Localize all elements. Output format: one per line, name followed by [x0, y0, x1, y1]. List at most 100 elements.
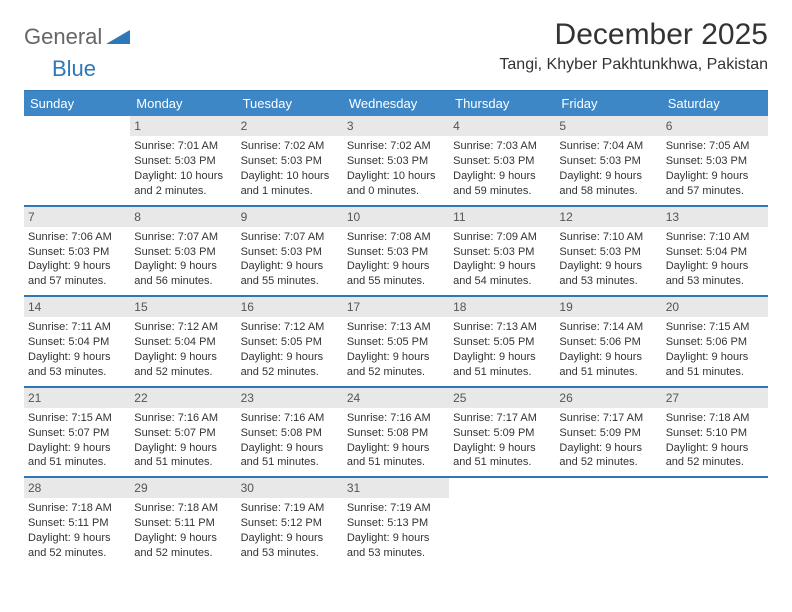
daylight-line: Daylight: 9 hours — [134, 350, 232, 365]
sunset-line: Sunset: 5:05 PM — [241, 335, 339, 350]
daylight-line: Daylight: 9 hours — [666, 259, 764, 274]
sunrise-line: Sunrise: 7:15 AM — [666, 320, 764, 335]
daylight-line: and 58 minutes. — [559, 184, 657, 199]
calendar-row: 1Sunrise: 7:01 AMSunset: 5:03 PMDaylight… — [24, 116, 768, 206]
calendar-cell: 30Sunrise: 7:19 AMSunset: 5:12 PMDayligh… — [237, 477, 343, 567]
day-number: 4 — [449, 116, 555, 136]
col-monday: Monday — [130, 91, 236, 116]
daylight-line: Daylight: 9 hours — [666, 441, 764, 456]
daylight-line: Daylight: 9 hours — [241, 531, 339, 546]
day-number: 15 — [130, 297, 236, 317]
calendar-row: 28Sunrise: 7:18 AMSunset: 5:11 PMDayligh… — [24, 477, 768, 567]
col-wednesday: Wednesday — [343, 91, 449, 116]
sunrise-line: Sunrise: 7:05 AM — [666, 139, 764, 154]
calendar-cell: 11Sunrise: 7:09 AMSunset: 5:03 PMDayligh… — [449, 206, 555, 297]
calendar-cell: 12 Sunrise: 7:10 AMSunset: 5:03 PMDayligh… — [555, 206, 661, 297]
sunrise-line: Sunrise: 7:18 AM — [134, 501, 232, 516]
daylight-line: and 52 minutes. — [347, 365, 445, 380]
calendar-cell: 13Sunrise: 7:10 AMSunset: 5:04 PMDayligh… — [662, 206, 768, 297]
col-friday: Friday — [555, 91, 661, 116]
sunrise-line: Sunrise: 7:18 AM — [28, 501, 126, 516]
daylight-line: Daylight: 9 hours — [241, 259, 339, 274]
daylight-line: and 51 minutes. — [134, 455, 232, 470]
sunset-line: Sunset: 5:03 PM — [453, 245, 551, 260]
calendar-cell: 10Sunrise: 7:08 AMSunset: 5:03 PMDayligh… — [343, 206, 449, 297]
daylight-line: and 52 minutes. — [559, 455, 657, 470]
day-number: 27 — [662, 388, 768, 408]
day-number: 23 — [237, 388, 343, 408]
day-number: 8 — [130, 207, 236, 227]
daylight-line: and 51 minutes. — [28, 455, 126, 470]
logo-text-blue: Blue — [52, 56, 96, 81]
sunrise-line: Sunrise: 7:10 AM — [559, 230, 657, 245]
daylight-line: and 53 minutes. — [559, 274, 657, 289]
calendar-cell: 17Sunrise: 7:13 AMSunset: 5:05 PMDayligh… — [343, 296, 449, 387]
calendar-cell: 9Sunrise: 7:07 AMSunset: 5:03 PMDaylight… — [237, 206, 343, 297]
col-tuesday: Tuesday — [237, 91, 343, 116]
day-number: 30 — [237, 478, 343, 498]
daylight-line: and 52 minutes. — [134, 365, 232, 380]
sunset-line: Sunset: 5:11 PM — [28, 516, 126, 531]
sunset-line: Sunset: 5:09 PM — [453, 426, 551, 441]
day-number: 29 — [130, 478, 236, 498]
day-number: 21 — [24, 388, 130, 408]
sunrise-line: Sunrise: 7:01 AM — [134, 139, 232, 154]
day-number: 16 — [237, 297, 343, 317]
day-number: 9 — [237, 207, 343, 227]
day-number: 6 — [662, 116, 768, 136]
calendar-cell: 25Sunrise: 7:17 AMSunset: 5:09 PMDayligh… — [449, 387, 555, 478]
sunset-line: Sunset: 5:03 PM — [559, 245, 657, 260]
daylight-line: Daylight: 9 hours — [28, 350, 126, 365]
sunset-line: Sunset: 5:03 PM — [134, 154, 232, 169]
col-thursday: Thursday — [449, 91, 555, 116]
daylight-line: and 52 minutes. — [134, 546, 232, 561]
sunset-line: Sunset: 5:10 PM — [666, 426, 764, 441]
calendar-cell: 20Sunrise: 7:15 AMSunset: 5:06 PMDayligh… — [662, 296, 768, 387]
calendar-cell: 14Sunrise: 7:11 AMSunset: 5:04 PMDayligh… — [24, 296, 130, 387]
day-number: 10 — [343, 207, 449, 227]
daylight-line: Daylight: 9 hours — [453, 441, 551, 456]
location-label: Tangi, Khyber Pakhtunkhwa, Pakistan — [499, 56, 768, 74]
sunset-line: Sunset: 5:04 PM — [134, 335, 232, 350]
sunset-line: Sunset: 5:05 PM — [347, 335, 445, 350]
sunset-line: Sunset: 5:03 PM — [559, 154, 657, 169]
daylight-line: Daylight: 9 hours — [666, 350, 764, 365]
calendar-cell: 3Sunrise: 7:02 AMSunset: 5:03 PMDaylight… — [343, 116, 449, 206]
logo-triangle-icon — [106, 26, 130, 49]
daylight-line: Daylight: 9 hours — [453, 169, 551, 184]
col-sunday: Sunday — [24, 91, 130, 116]
day-number: 11 — [449, 207, 555, 227]
calendar-cell: 23Sunrise: 7:16 AMSunset: 5:08 PMDayligh… — [237, 387, 343, 478]
calendar-cell — [449, 477, 555, 567]
calendar-cell: 1Sunrise: 7:01 AMSunset: 5:03 PMDaylight… — [130, 116, 236, 206]
calendar-cell: 29Sunrise: 7:18 AMSunset: 5:11 PMDayligh… — [130, 477, 236, 567]
col-saturday: Saturday — [662, 91, 768, 116]
calendar-cell: 24Sunrise: 7:16 AMSunset: 5:08 PMDayligh… — [343, 387, 449, 478]
sunset-line: Sunset: 5:13 PM — [347, 516, 445, 531]
calendar-cell: 18Sunrise: 7:13 AMSunset: 5:05 PMDayligh… — [449, 296, 555, 387]
daylight-line: Daylight: 9 hours — [28, 531, 126, 546]
daylight-line: Daylight: 9 hours — [134, 259, 232, 274]
daylight-line: Daylight: 9 hours — [28, 259, 126, 274]
daylight-line: and 0 minutes. — [347, 184, 445, 199]
daylight-line: Daylight: 9 hours — [347, 350, 445, 365]
daylight-line: and 2 minutes. — [134, 184, 232, 199]
daylight-line: Daylight: 9 hours — [347, 259, 445, 274]
calendar-cell: 4Sunrise: 7:03 AMSunset: 5:03 PMDaylight… — [449, 116, 555, 206]
daylight-line: Daylight: 9 hours — [28, 441, 126, 456]
calendar-cell: 16Sunrise: 7:12 AMSunset: 5:05 PMDayligh… — [237, 296, 343, 387]
sunrise-line: Sunrise: 7:13 AM — [347, 320, 445, 335]
daylight-line: Daylight: 9 hours — [241, 441, 339, 456]
daylight-line: and 55 minutes. — [347, 274, 445, 289]
calendar-row: 14Sunrise: 7:11 AMSunset: 5:04 PMDayligh… — [24, 296, 768, 387]
daylight-line: Daylight: 9 hours — [134, 441, 232, 456]
sunrise-line: Sunrise: 7:07 AM — [241, 230, 339, 245]
daylight-line: and 57 minutes. — [28, 274, 126, 289]
day-number: 12 — [555, 207, 661, 227]
daylight-line: Daylight: 9 hours — [559, 259, 657, 274]
sunset-line: Sunset: 5:03 PM — [241, 154, 339, 169]
calendar-cell: 6Sunrise: 7:05 AMSunset: 5:03 PMDaylight… — [662, 116, 768, 206]
daylight-line: and 1 minutes. — [241, 184, 339, 199]
calendar-cell: 26Sunrise: 7:17 AMSunset: 5:09 PMDayligh… — [555, 387, 661, 478]
calendar-cell: 27Sunrise: 7:18 AMSunset: 5:10 PMDayligh… — [662, 387, 768, 478]
